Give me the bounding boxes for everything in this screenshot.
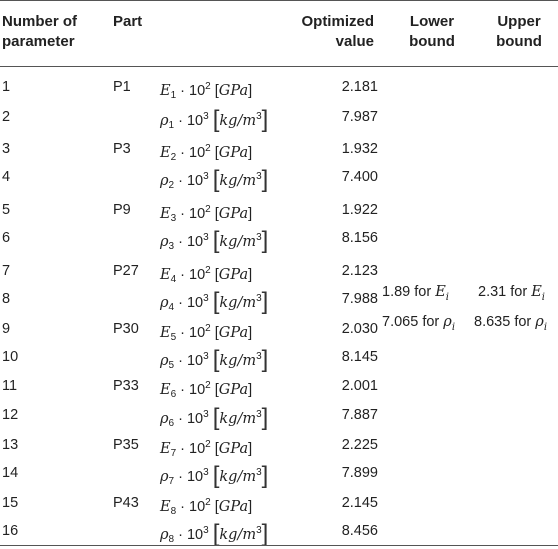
row-parameter: E3 · 102 [GPa] [160,204,253,224]
row-part: P35 [113,437,139,453]
row-parameter: E5 · 102 [GPa] [160,323,253,343]
row-optimized-value: 7.887 [341,407,378,423]
row-optimized-value: 2.123 [341,263,378,279]
row-part: P43 [113,495,139,511]
row-part: P1 [113,79,131,95]
row-parameter: E4 · 102 [GPa] [160,265,253,285]
row-part: P27 [113,263,139,279]
row-parameter: ρ3 · 103 [kg/m3] [160,227,269,254]
row-number: 14 [2,465,19,481]
lower-bound-e: 1.89 for Ei [382,284,449,303]
row-number: 4 [2,169,11,185]
row-number: 10 [2,349,19,365]
row-parameter: ρ7 · 103 [kg/m3] [160,462,269,489]
row-part: P9 [113,202,131,218]
row-parameter: ρ2 · 103 [kg/m3] [160,166,269,193]
row-optimized-value: 7.899 [341,465,378,481]
row-optimized-value: 7.988 [341,291,378,307]
row-parameter: E6 · 102 [GPa] [160,380,253,400]
top-rule [0,0,558,1]
row-number: 7 [2,263,11,279]
row-optimized-value: 1.932 [341,141,378,157]
header-part: Part [113,13,143,30]
row-optimized-value: 8.145 [341,349,378,365]
row-part: P30 [113,321,139,337]
header-lower-bound: Lower bound [409,13,455,50]
row-parameter: E7 · 102 [GPa] [160,439,253,459]
header-upper-bound: Upper bound [496,13,542,50]
row-parameter: ρ8 · 103 [kg/m3] [160,520,269,547]
bottom-rule [0,545,558,546]
row-parameter: ρ6 · 103 [kg/m3] [160,404,269,431]
row-number: 16 [2,523,19,539]
row-optimized-value: 2.001 [341,378,378,394]
row-number: 2 [2,109,11,125]
upper-bound-e: 2.31 for Ei [478,284,545,303]
row-optimized-value: 2.225 [341,437,378,453]
row-optimized-value: 8.156 [341,230,378,246]
row-number: 11 [2,378,18,394]
row-part: P3 [113,141,131,157]
row-parameter: E8 · 102 [GPa] [160,497,253,517]
row-number: 3 [2,141,11,157]
row-optimized-value: 2.030 [341,321,378,337]
row-number: 1 [2,79,11,95]
row-optimized-value: 7.987 [341,109,378,125]
row-parameter: ρ1 · 103 [kg/m3] [160,106,269,133]
header-rule [0,66,558,67]
row-number: 5 [2,202,11,218]
row-number: 13 [2,437,19,453]
row-number: 12 [2,407,19,423]
row-optimized-value: 2.145 [341,495,378,511]
header-optimized-value: Optimized value [301,13,374,50]
row-optimized-value: 7.400 [341,169,378,185]
row-number: 15 [2,495,19,511]
header-number: Number of parameter [2,13,77,50]
row-optimized-value: 2.181 [341,79,378,95]
row-optimized-value: 1.922 [341,202,378,218]
row-number: 8 [2,291,11,307]
row-parameter: E1 · 102 [GPa] [160,81,253,101]
row-parameter: ρ4 · 103 [kg/m3] [160,288,269,315]
row-parameter: ρ5 · 103 [kg/m3] [160,346,269,373]
row-optimized-value: 8.456 [341,523,378,539]
upper-bound-rho: 8.635 for ρi [474,314,548,333]
row-number: 6 [2,230,11,246]
row-parameter: E2 · 102 [GPa] [160,143,253,163]
row-number: 9 [2,321,11,337]
row-part: P33 [113,378,139,394]
lower-bound-rho: 7.065 for ρi [382,314,456,333]
